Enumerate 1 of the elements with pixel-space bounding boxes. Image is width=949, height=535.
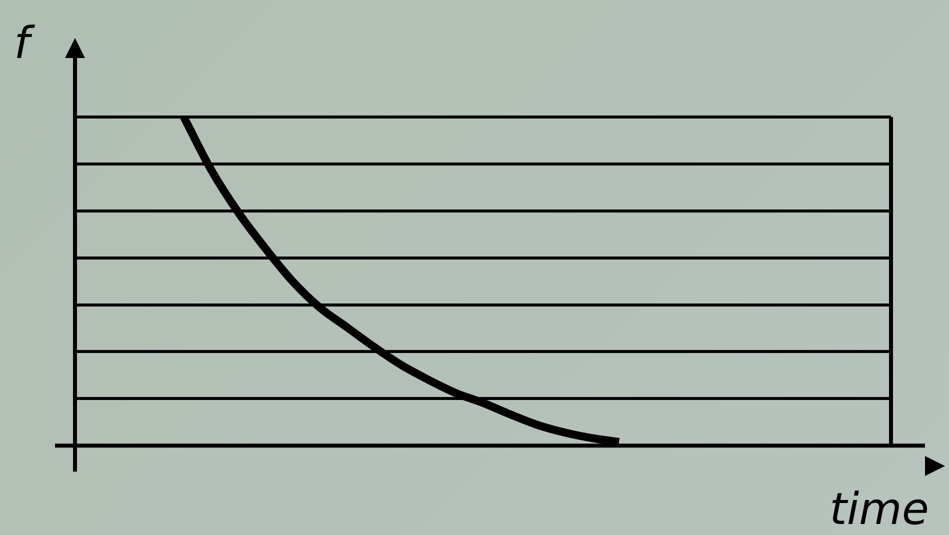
x-axis-title: time bbox=[830, 484, 929, 535]
